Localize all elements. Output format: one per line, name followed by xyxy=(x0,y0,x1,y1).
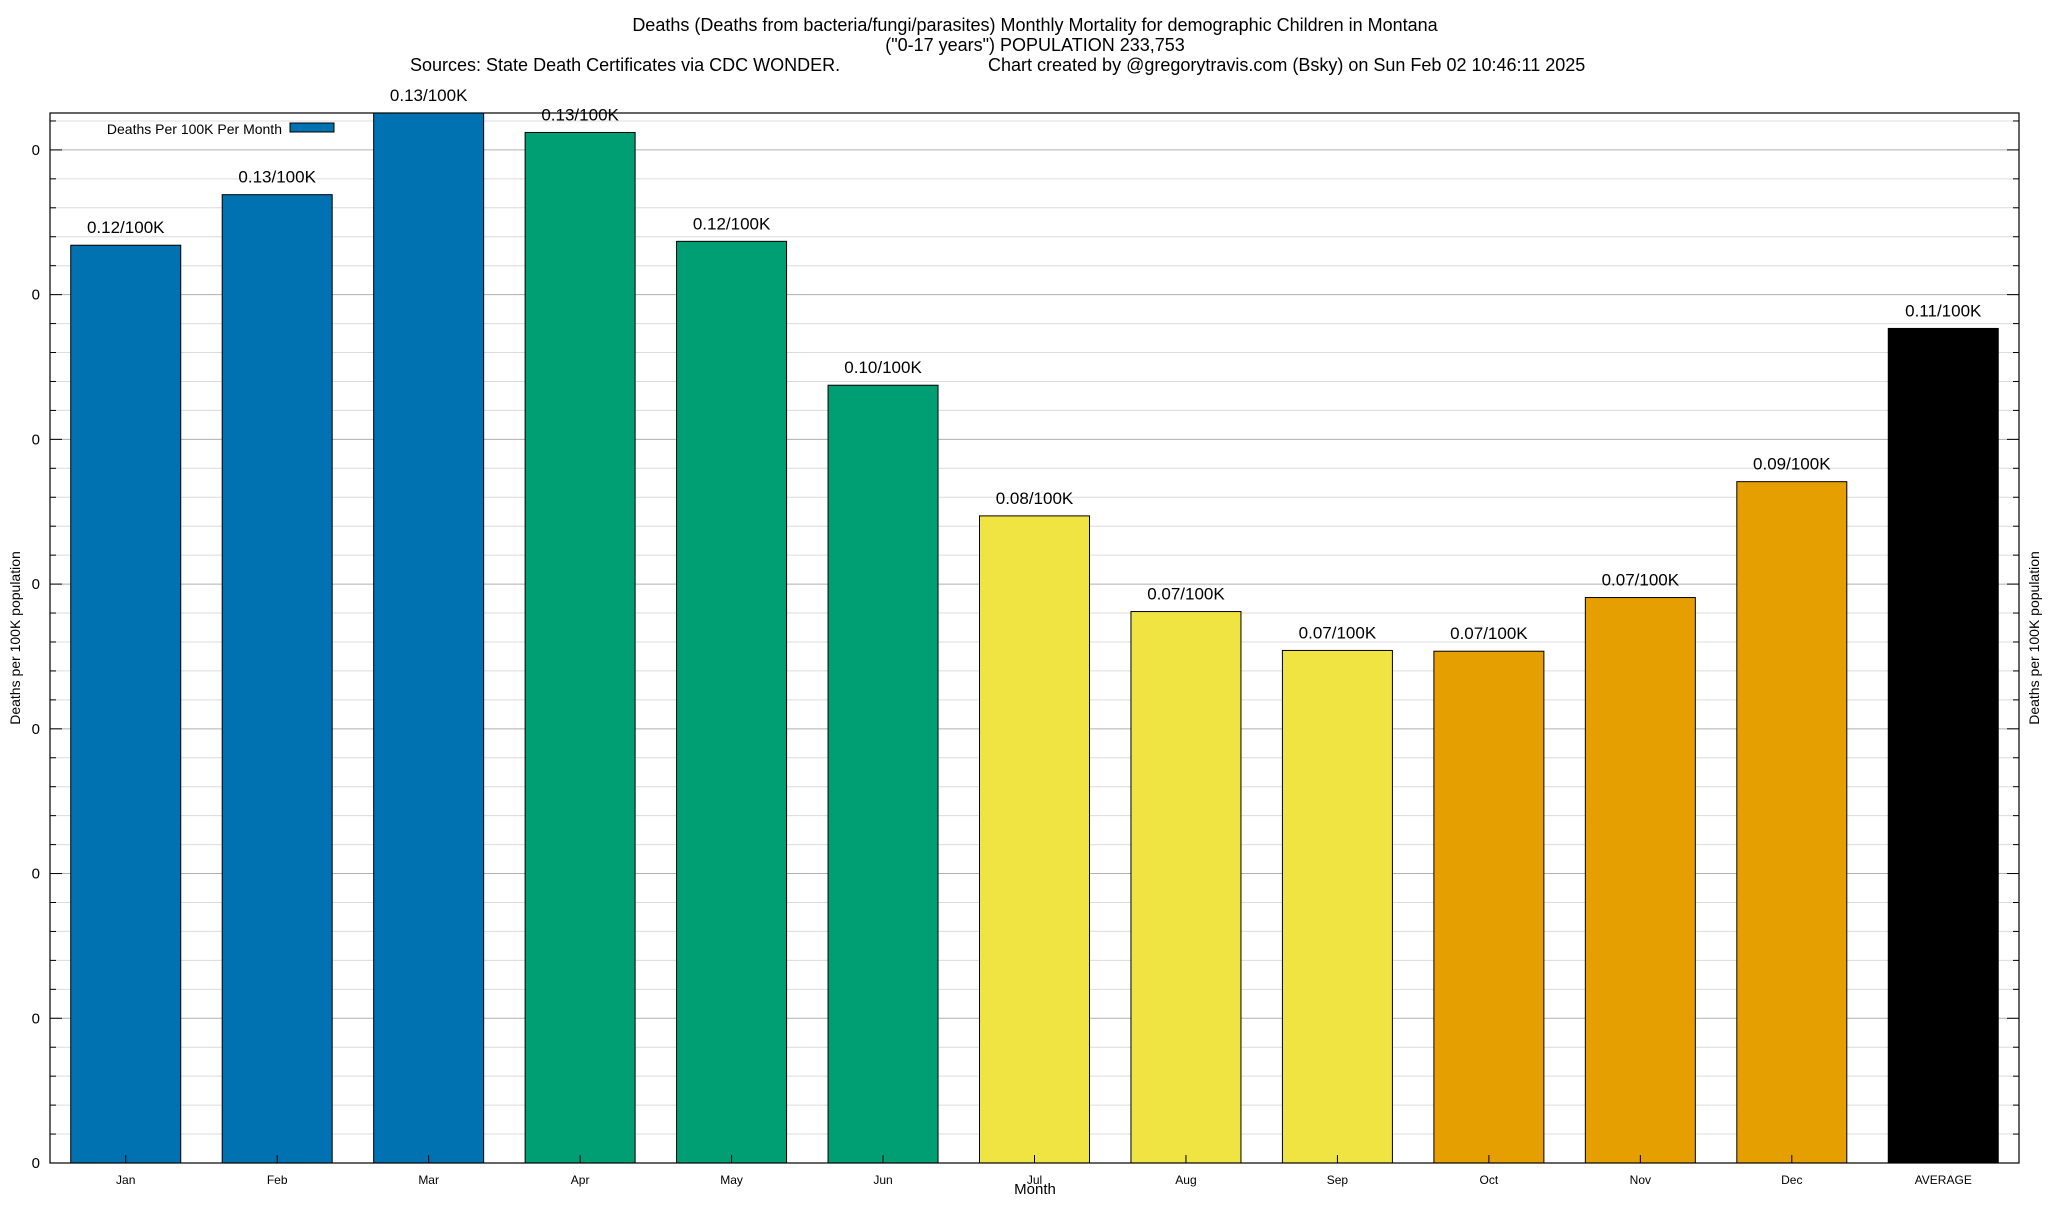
x-tick-label-jun: Jun xyxy=(873,1173,892,1187)
legend-swatch xyxy=(289,122,335,133)
data-label-mar: 0.13/100K xyxy=(390,86,468,105)
bars xyxy=(70,112,1999,1164)
x-tick-label-dec: Dec xyxy=(1781,1173,1802,1187)
bar-average xyxy=(1887,327,1999,1164)
data-label-nov: 0.07/100K xyxy=(1602,571,1680,590)
data-label-jun: 0.10/100K xyxy=(844,358,922,377)
x-tick-label-average: AVERAGE xyxy=(1915,1173,1972,1187)
y-tick-label: 0 xyxy=(32,287,40,304)
y-tick-label: 0 xyxy=(32,142,40,159)
bar-dec xyxy=(1736,481,1848,1164)
chart-credit: Chart created by @gregorytravis.com (Bsk… xyxy=(988,55,1585,75)
x-tick-label-aug: Aug xyxy=(1175,1173,1196,1187)
bar-jul xyxy=(979,515,1090,1164)
legend-label: Deaths Per 100K Per Month xyxy=(107,121,282,137)
data-label-may: 0.12/100K xyxy=(693,214,771,233)
data-label-average: 0.11/100K xyxy=(1905,301,1982,320)
x-tick-label-nov: Nov xyxy=(1630,1173,1651,1187)
bar-nov xyxy=(1584,597,1696,1164)
y-tick-label: 0 xyxy=(32,431,40,448)
data-label-apr: 0.13/100K xyxy=(541,105,619,124)
data-label-aug: 0.07/100K xyxy=(1147,585,1225,604)
x-tick-label-apr: Apr xyxy=(571,1173,590,1187)
y-tick-label: 0 xyxy=(32,1155,40,1172)
chart-sources: Sources: State Death Certificates via CD… xyxy=(410,55,840,75)
data-label-jul: 0.08/100K xyxy=(996,489,1074,508)
bar-oct xyxy=(1433,650,1545,1164)
bar-sep xyxy=(1281,649,1393,1164)
y-tick-label: 0 xyxy=(32,576,40,593)
bar-jun xyxy=(827,384,939,1164)
chart-title-line-2: ("0-17 years") POPULATION 233,753 xyxy=(885,35,1185,55)
data-label-oct: 0.07/100K xyxy=(1450,624,1528,643)
bar-apr xyxy=(524,131,636,1164)
bar-jan xyxy=(70,244,182,1164)
bar-aug xyxy=(1130,611,1242,1164)
x-tick-label-jan: Jan xyxy=(116,1173,135,1187)
bar-may xyxy=(676,240,788,1164)
data-label-feb: 0.13/100K xyxy=(238,168,316,187)
legend: Deaths Per 100K Per Month xyxy=(107,121,335,137)
y-axis-label-right: Deaths per 100K population xyxy=(2026,551,2042,725)
data-label-sep: 0.07/100K xyxy=(1299,623,1377,642)
plot-frame xyxy=(49,112,2020,1164)
x-tick-label-jul: Jul xyxy=(1027,1173,1042,1187)
data-label-dec: 0.09/100K xyxy=(1753,455,1831,474)
x-tick-label-may: May xyxy=(720,1173,743,1187)
data-labels: 0.12/100K 0.13/100K 0.13/100K 0.13/100K 0.12… xyxy=(87,86,1982,643)
bar-feb xyxy=(221,194,333,1164)
y-tick-label: 0 xyxy=(32,866,40,883)
y-tick-label: 0 xyxy=(32,721,40,738)
y-axis-label-left: Deaths per 100K population xyxy=(7,551,23,725)
x-axis-label: Month xyxy=(1014,1181,1056,1198)
bar-mar xyxy=(373,112,485,1164)
data-label-jan: 0.12/100K xyxy=(87,218,165,237)
y-tick-label: 0 xyxy=(32,1010,40,1027)
x-tick-label-feb: Feb xyxy=(267,1173,288,1187)
axis-ticks: 0 0 0 0 0 0 0 0 Jan Feb Mar Apr May Jun Jul Aug Sep Oct No… xyxy=(32,120,2019,1187)
x-tick-label-oct: Oct xyxy=(1480,1173,1499,1187)
x-tick-label-mar: Mar xyxy=(418,1173,439,1187)
x-tick-label-sep: Sep xyxy=(1327,1173,1349,1187)
chart-title-line-1: Deaths (Deaths from bacteria/fungi/paras… xyxy=(632,15,1438,35)
